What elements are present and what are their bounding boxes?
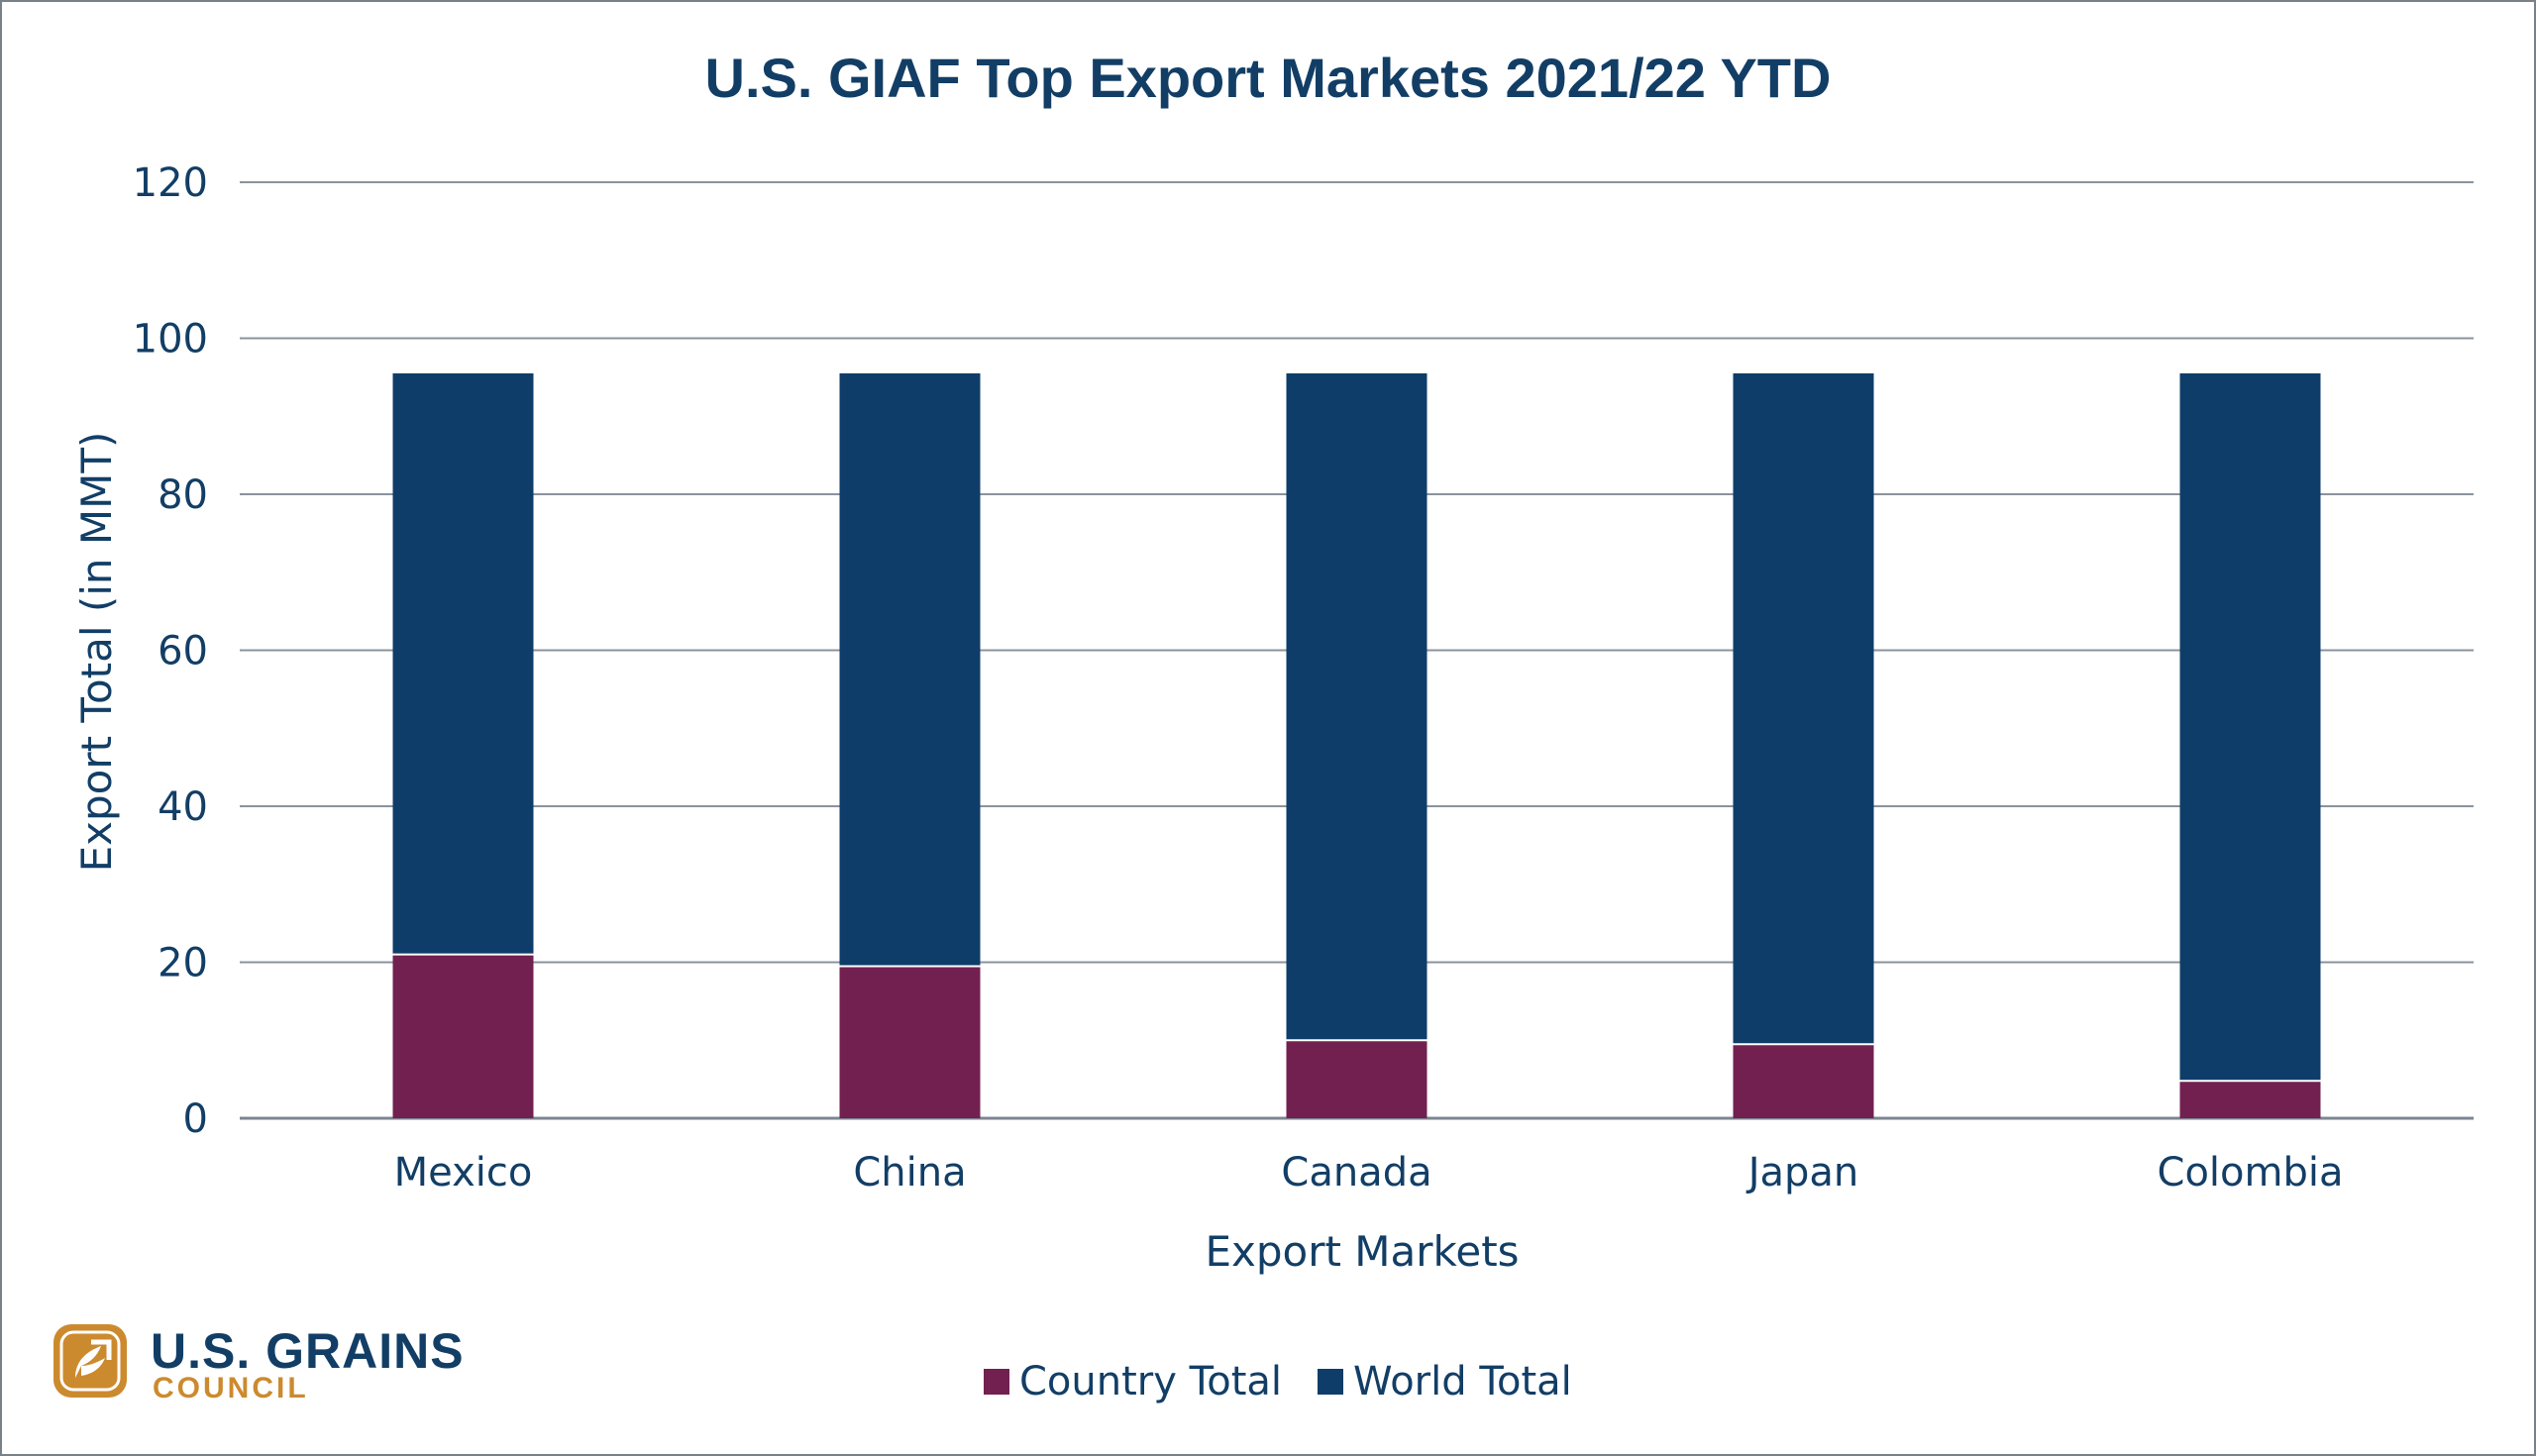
y-axis-label: Export Total (in MMT) [72, 432, 121, 873]
y-tick-label: 120 [133, 160, 208, 206]
y-tick-label: 80 [158, 472, 208, 518]
logo-wordmark-line2: COUNCIL [153, 1372, 309, 1404]
chart-title: U.S. GIAF Top Export Markets 2021/22 YTD [704, 47, 1832, 109]
bar-world-total-japan [1733, 372, 1874, 1118]
legend-swatch-world-total [1318, 1369, 1343, 1395]
bars [392, 372, 2321, 1118]
bar-country-total-canada [1286, 1040, 1427, 1118]
y-tick-label: 0 [183, 1096, 208, 1142]
x-axis-label: Export Markets [1205, 1227, 1519, 1276]
bar-world-total-canada [1286, 372, 1427, 1118]
y-tick-label: 60 [158, 629, 208, 675]
bar-country-total-china [839, 966, 981, 1118]
x-tick-label-china: China [853, 1150, 966, 1196]
x-tick-label-japan: Japan [1745, 1150, 1859, 1196]
x-tick-label-colombia: Colombia [2158, 1150, 2344, 1196]
x-tick-label-mexico: Mexico [394, 1150, 533, 1196]
y-tick-label: 20 [158, 941, 208, 987]
x-tick-label-canada: Canada [1281, 1150, 1431, 1196]
y-tick-label: 100 [133, 317, 208, 363]
bar-country-total-japan [1733, 1044, 1874, 1118]
y-tick-label: 40 [158, 784, 208, 830]
us-grains-council-logo: U.S. GRAINS COUNCIL [52, 1322, 527, 1404]
legend-label-world-total: World Total [1353, 1359, 1572, 1404]
legend-swatch-country-total [984, 1369, 1009, 1395]
legend-item-country-total: Country Total [984, 1357, 1282, 1406]
legend-label-country-total: Country Total [1019, 1359, 1283, 1404]
x-tick-labels: Mexico China Canada Japan Colombia [394, 1150, 2344, 1196]
logo-wordmark-line1: U.S. GRAINS [151, 1323, 465, 1379]
bar-world-total-colombia [2179, 372, 2321, 1118]
bar-country-total-mexico [392, 954, 534, 1118]
legend-item-world-total: World Total [1318, 1357, 1572, 1406]
grain-leaf-icon [53, 1324, 127, 1398]
legend: Country Total World Total [0, 1357, 2536, 1406]
y-tick-labels: 0 20 40 60 80 100 120 [133, 160, 208, 1142]
bar-country-total-colombia [2179, 1081, 2321, 1118]
